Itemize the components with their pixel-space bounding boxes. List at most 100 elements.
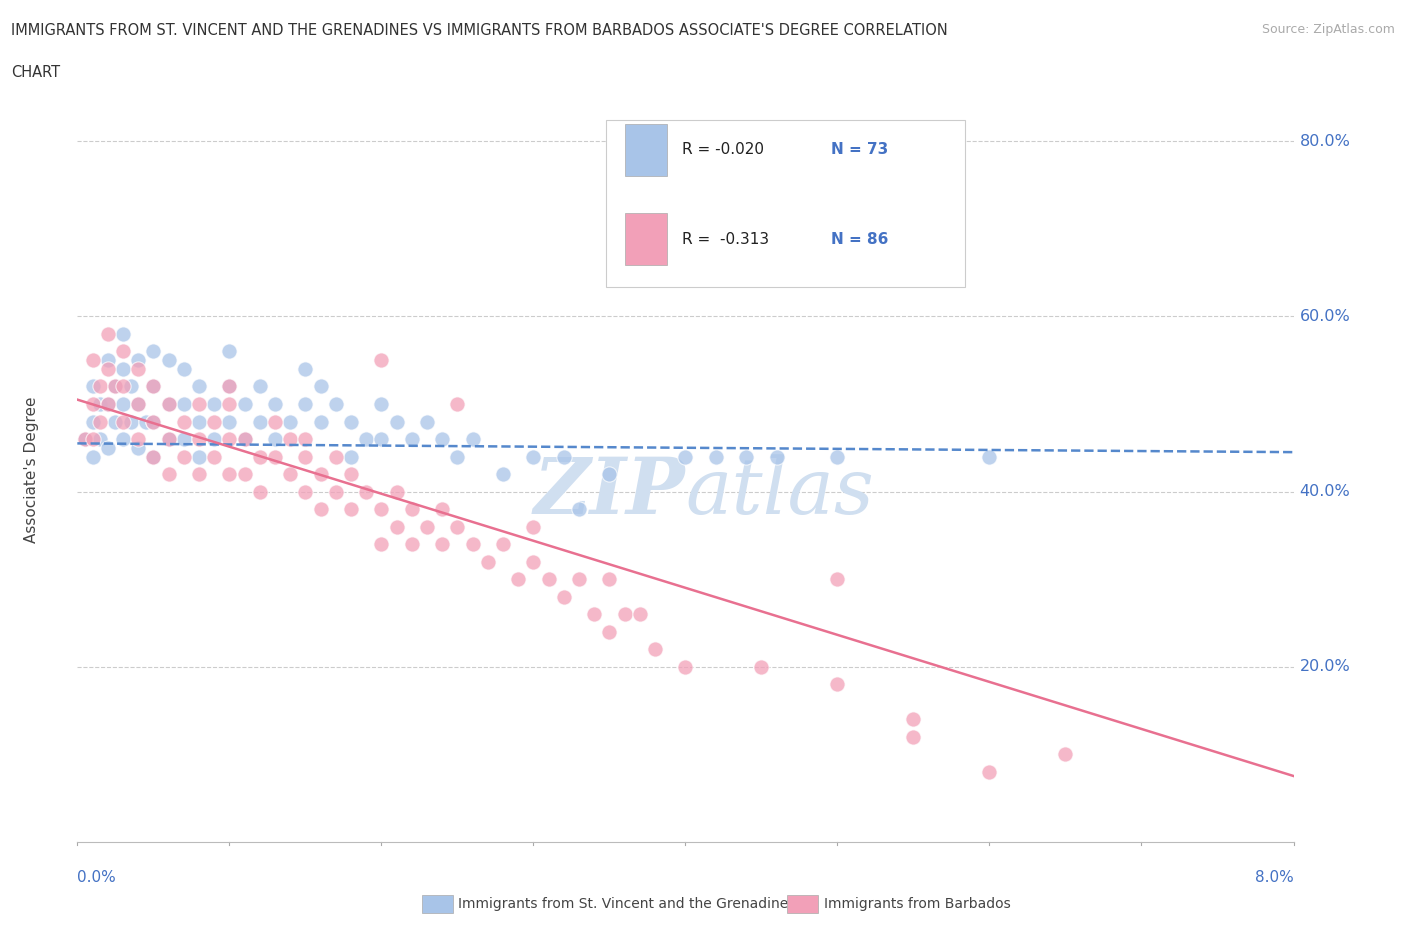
Point <box>218 379 240 394</box>
Point <box>492 467 515 482</box>
Point <box>264 414 287 429</box>
Point <box>294 396 316 411</box>
Point <box>446 519 468 534</box>
Point <box>142 414 165 429</box>
Text: N = 86: N = 86 <box>831 232 889 246</box>
Point <box>613 606 636 621</box>
Text: Immigrants from St. Vincent and the Grenadines: Immigrants from St. Vincent and the Gren… <box>458 897 796 911</box>
Text: R =  -0.313: R = -0.313 <box>682 232 769 246</box>
Point <box>218 396 240 411</box>
Point <box>127 362 149 377</box>
Point <box>82 432 104 446</box>
Point <box>522 519 544 534</box>
Text: 8.0%: 8.0% <box>1254 870 1294 885</box>
Point <box>416 519 439 534</box>
Point <box>522 554 544 569</box>
Point <box>233 467 256 482</box>
Point <box>233 432 256 446</box>
Point <box>82 414 104 429</box>
Point <box>82 352 104 367</box>
Point <box>294 432 316 446</box>
Point <box>135 414 157 429</box>
Point <box>340 414 363 429</box>
Text: N = 73: N = 73 <box>831 142 889 157</box>
Point <box>249 449 271 464</box>
Point <box>127 352 149 367</box>
Point <box>430 537 453 551</box>
Point <box>309 501 332 516</box>
Point <box>173 414 195 429</box>
Point <box>385 519 408 534</box>
Point <box>82 379 104 394</box>
Point <box>537 572 560 587</box>
Point <box>354 432 377 446</box>
Point <box>675 449 697 464</box>
Point <box>477 554 499 569</box>
Text: 0.0%: 0.0% <box>77 870 117 885</box>
Point <box>430 432 453 446</box>
Point <box>82 449 104 464</box>
Point <box>202 414 225 429</box>
Point <box>340 467 363 482</box>
Point <box>264 449 287 464</box>
Point <box>111 344 134 359</box>
Point <box>446 396 468 411</box>
Point <box>751 659 773 674</box>
Point <box>188 449 211 464</box>
Point <box>89 432 111 446</box>
Point <box>704 449 727 464</box>
Point <box>202 432 225 446</box>
Point <box>104 414 127 429</box>
Point <box>173 362 195 377</box>
Point <box>370 537 392 551</box>
Point <box>522 449 544 464</box>
Point <box>97 396 120 411</box>
Point <box>111 362 134 377</box>
Point <box>233 396 256 411</box>
Point <box>765 449 787 464</box>
Point <box>401 537 423 551</box>
Point <box>111 414 134 429</box>
Point <box>188 396 211 411</box>
Point <box>127 396 149 411</box>
Point <box>142 379 165 394</box>
Point <box>628 606 651 621</box>
Point <box>188 379 211 394</box>
Point <box>264 432 287 446</box>
Point <box>370 432 392 446</box>
Point <box>97 326 120 341</box>
Point <box>568 572 591 587</box>
Point <box>89 396 111 411</box>
Point <box>188 432 211 446</box>
Point <box>142 449 165 464</box>
Point <box>370 501 392 516</box>
Point <box>157 352 180 367</box>
Point <box>294 485 316 499</box>
Point <box>218 432 240 446</box>
Point <box>294 362 316 377</box>
Point <box>249 379 271 394</box>
Point <box>370 396 392 411</box>
Point <box>598 624 620 639</box>
Point <box>188 467 211 482</box>
Text: 40.0%: 40.0% <box>1299 484 1350 499</box>
Point <box>89 414 111 429</box>
Point <box>111 379 134 394</box>
Point <box>218 344 240 359</box>
Point <box>218 379 240 394</box>
Text: ZIP: ZIP <box>534 454 686 530</box>
Point <box>173 449 195 464</box>
Point <box>157 467 180 482</box>
Text: Source: ZipAtlas.com: Source: ZipAtlas.com <box>1261 23 1395 36</box>
Point <box>735 449 758 464</box>
Point <box>120 379 142 394</box>
Text: R = -0.020: R = -0.020 <box>682 142 763 157</box>
Point <box>142 379 165 394</box>
Point <box>492 537 515 551</box>
Point <box>249 414 271 429</box>
Point <box>111 326 134 341</box>
Point <box>1054 747 1077 762</box>
Bar <box>624 124 668 176</box>
Point <box>104 379 127 394</box>
Point <box>218 414 240 429</box>
